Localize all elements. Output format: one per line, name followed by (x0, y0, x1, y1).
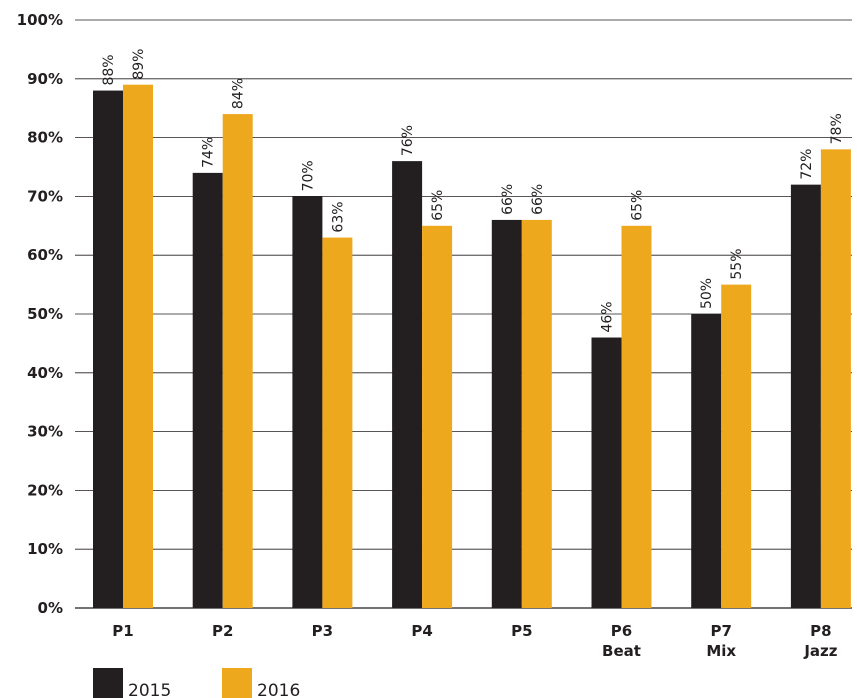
data-label: 55% (729, 248, 745, 279)
x-tick-label: P7 (710, 622, 731, 640)
bar-2015-p5 (491, 219, 522, 609)
y-tick-label: 90% (27, 70, 63, 88)
bar-2016-p8 (820, 149, 851, 609)
y-tick-label: 10% (27, 540, 63, 558)
bar-2016-p7 (721, 284, 752, 608)
data-label: 88% (101, 54, 117, 85)
data-label: 84% (231, 78, 247, 109)
bar-2016-p2 (222, 114, 253, 608)
legend-label: 2015 (128, 681, 171, 698)
x-tick-label: P5 (511, 622, 532, 640)
bar-2015-p6 (591, 337, 622, 608)
data-label: 74% (201, 137, 217, 168)
bar-2016-p6 (621, 225, 652, 609)
x-tick-label: P1 (112, 622, 133, 640)
x-tick-label: P3 (312, 622, 333, 640)
y-tick-label: 30% (27, 423, 63, 441)
y-tick-label: 70% (27, 187, 63, 205)
data-label: 89% (131, 49, 147, 80)
data-label: 46% (600, 301, 616, 332)
y-tick-label: 50% (27, 305, 63, 323)
y-tick-label: 0% (38, 599, 63, 617)
x-tick-label: P2 (212, 622, 233, 640)
bar-2015-p1 (93, 90, 123, 608)
x-tick-label: P6 (611, 622, 632, 640)
bar-2015-p4 (392, 161, 423, 608)
y-tick-label: 40% (27, 364, 63, 382)
bar-2016-p5 (521, 219, 552, 609)
data-label: 63% (330, 201, 346, 232)
legend-label: 2016 (257, 681, 300, 698)
x-axis-tick-labels: P1 P2 P3 P4 P5 P6 Beat P7 Mix P8 Jazz (112, 622, 837, 660)
y-tick-label: 100% (17, 11, 63, 29)
bar-2016-p4 (422, 225, 453, 609)
x-tick-label: Beat (602, 642, 641, 660)
x-tick-label: Jazz (803, 642, 837, 660)
bar-2015-p8 (790, 184, 821, 608)
y-tick-label: 60% (27, 246, 63, 264)
data-label: 50% (699, 278, 715, 309)
legend: 2015 2016 (93, 668, 300, 698)
legend-swatch-2016 (222, 668, 252, 698)
data-label: 72% (799, 149, 815, 180)
data-label: 66% (530, 184, 546, 215)
bars (93, 84, 851, 609)
bar-2015-p2 (192, 172, 223, 608)
bar-2016-p1 (123, 84, 153, 609)
data-label: 65% (630, 190, 646, 221)
bar-2015-p3 (292, 196, 323, 608)
x-tick-label: P4 (411, 622, 432, 640)
data-label: 70% (300, 160, 316, 191)
data-label: 65% (430, 190, 446, 221)
data-label: 76% (400, 125, 416, 156)
bar-2016-p3 (322, 237, 353, 608)
x-tick-label: Mix (706, 642, 736, 660)
data-labels: 88% 74% 70% 76% 66% 46% 50% 72% 89% 84% 63% 65% 66% 6… (101, 49, 845, 333)
data-label: 78% (829, 113, 845, 144)
data-label: 66% (500, 184, 516, 215)
legend-swatch-2015 (93, 668, 123, 698)
x-tick-label: P8 (810, 622, 831, 640)
y-tick-label: 80% (27, 129, 63, 147)
y-tick-label: 20% (27, 481, 63, 499)
y-axis-tick-labels: 0% 10% 20% 30% 40% 50% 60% 70% 80% 90% 100% (17, 11, 63, 617)
bar-2015-p7 (691, 314, 722, 608)
